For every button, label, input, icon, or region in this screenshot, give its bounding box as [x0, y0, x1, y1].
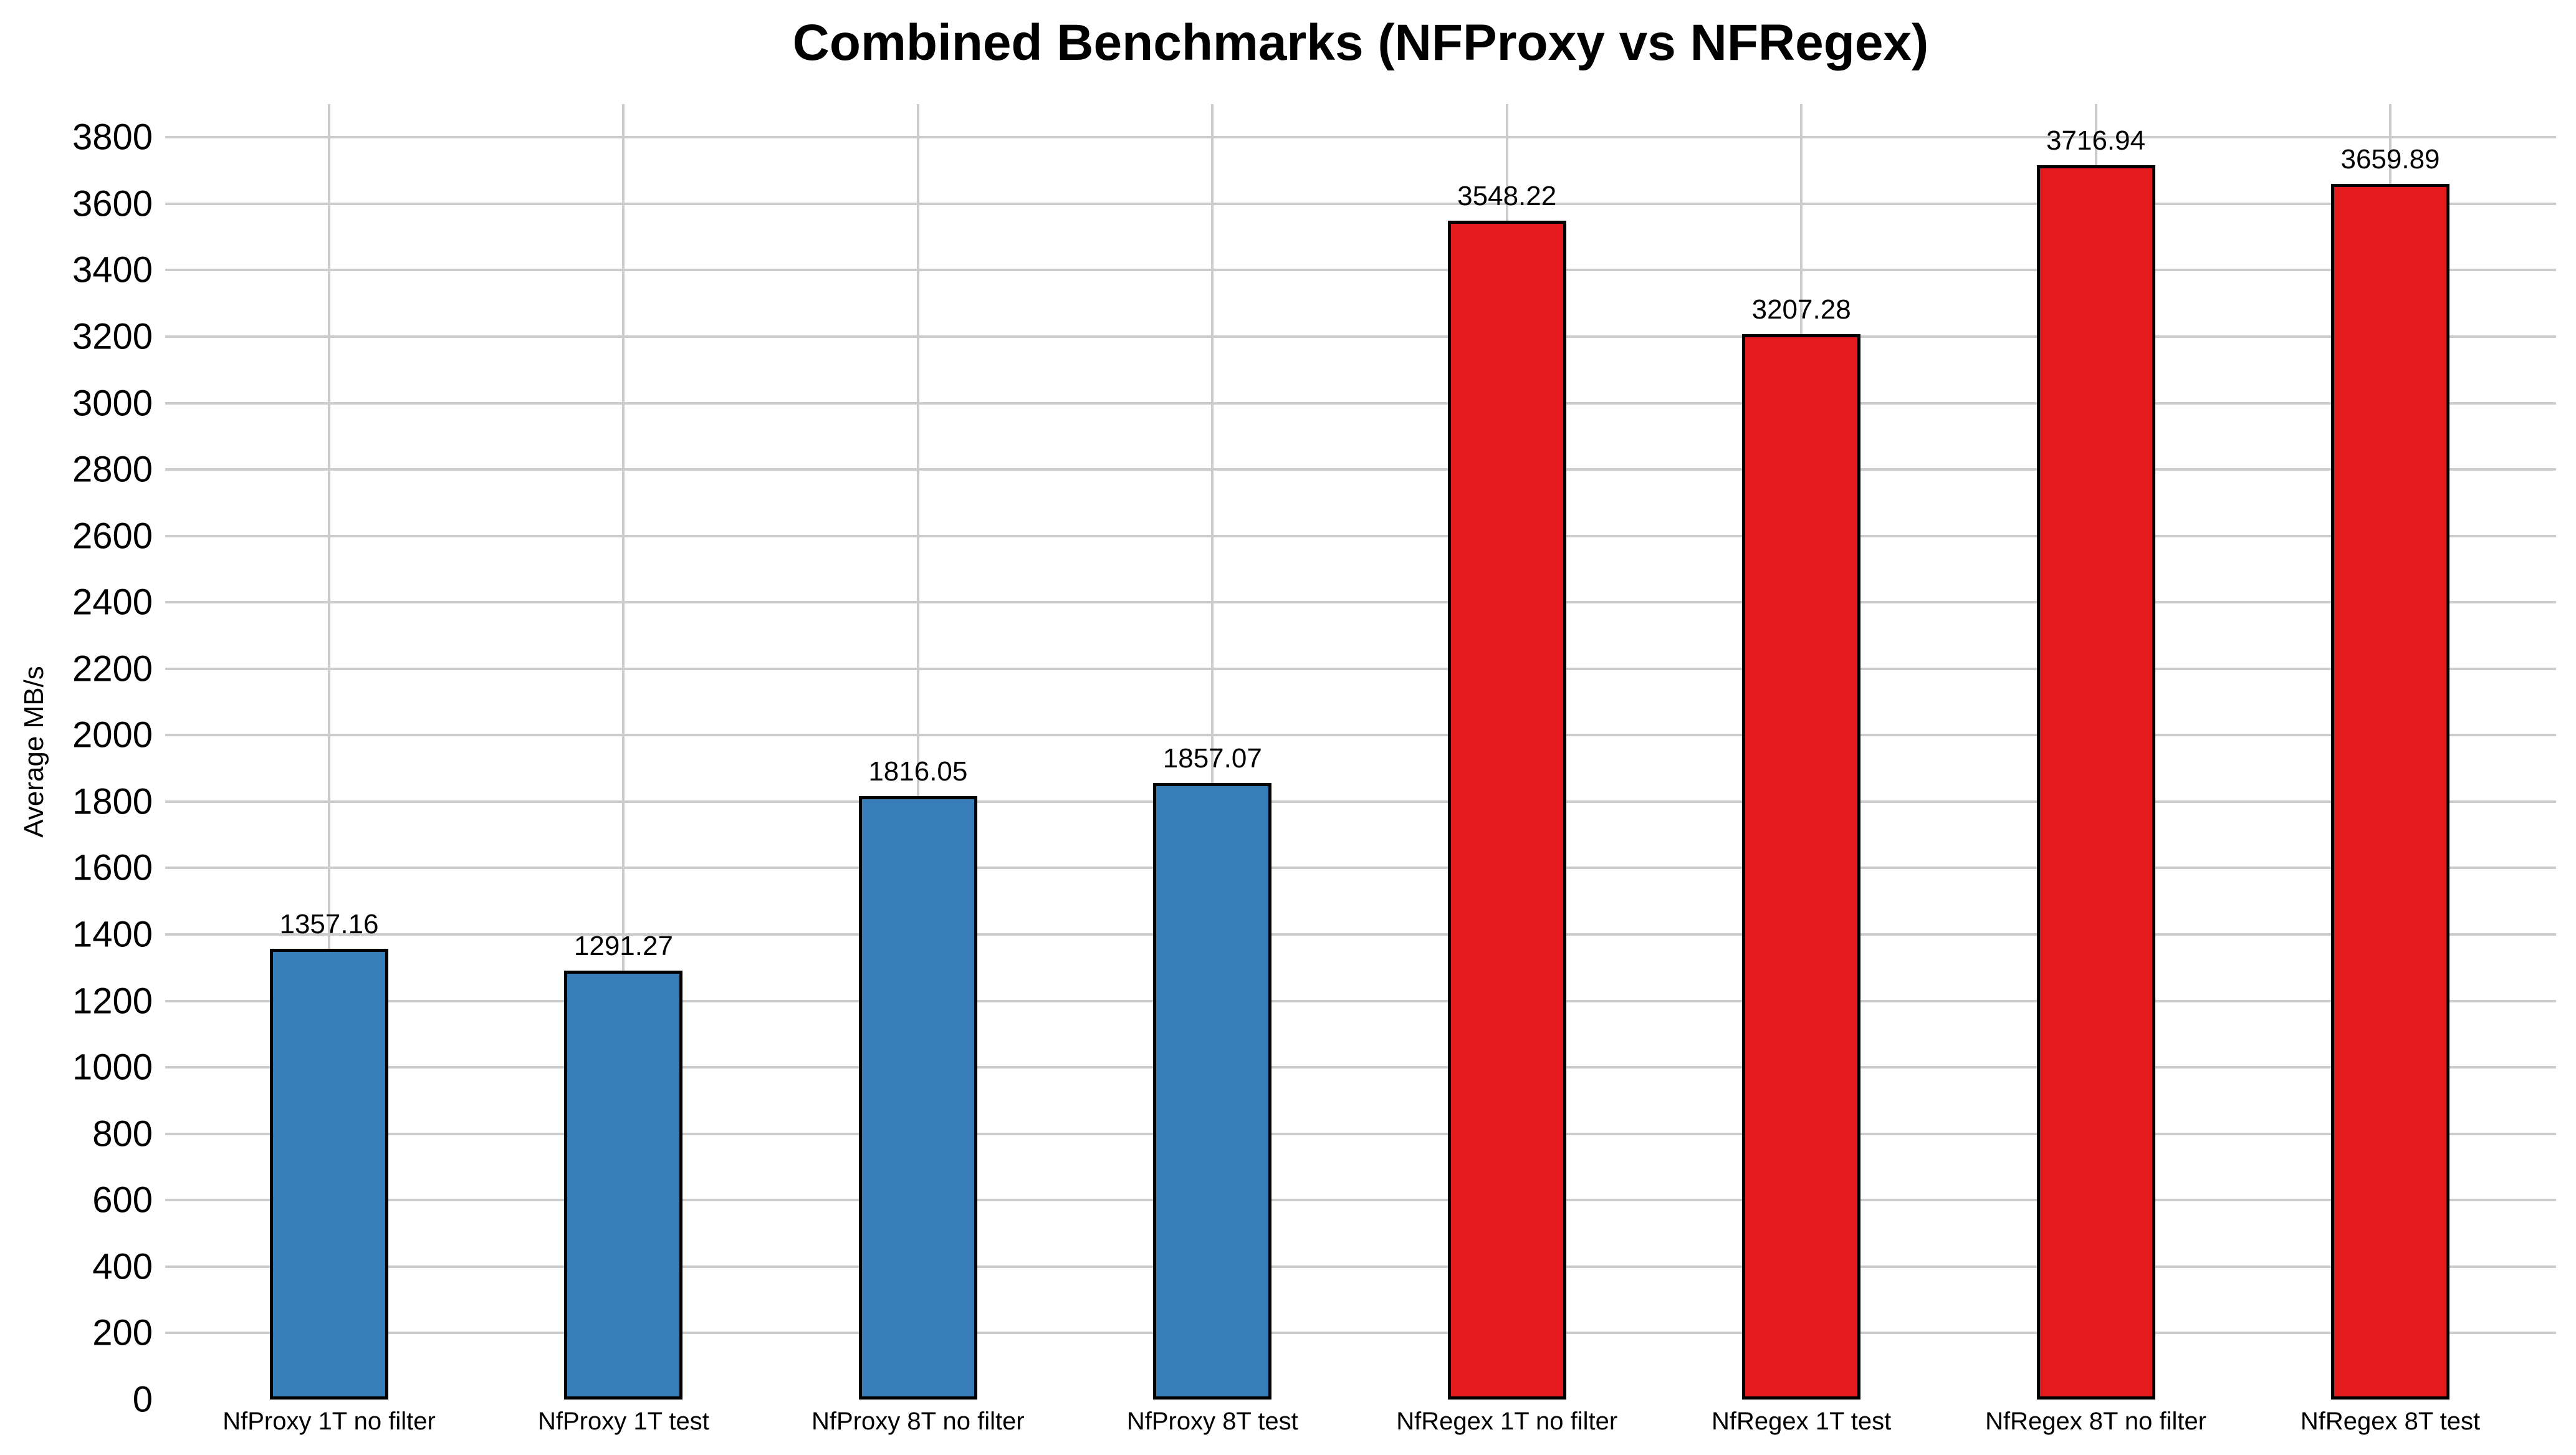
y-tick-label: 2200 [72, 648, 153, 689]
y-tick-label: 1400 [72, 914, 153, 955]
chart-title: Combined Benchmarks (NFProxy vs NFRegex) [792, 14, 1929, 71]
v-gridline [1211, 104, 1214, 1400]
y-tick-label: 1000 [72, 1047, 153, 1088]
y-tick-label: 400 [92, 1246, 153, 1287]
bar-value-label: 3548.22 [1457, 181, 1557, 212]
h-gridline [165, 269, 2556, 272]
h-gridline [165, 136, 2556, 139]
y-tick-label: 200 [92, 1312, 153, 1353]
h-gridline [165, 867, 2556, 870]
bar-6 [2036, 165, 2155, 1400]
y-tick-label: 2800 [72, 449, 153, 490]
h-gridline [165, 999, 2556, 1002]
y-tick-label: 2600 [72, 516, 153, 557]
v-gridline [328, 104, 330, 1400]
h-gridline [165, 335, 2556, 338]
x-tick-label: NfProxy 1T test [537, 1408, 709, 1435]
y-tick-label: 3400 [72, 249, 153, 291]
bar-value-label: 1857.07 [1162, 742, 1262, 774]
h-gridline [165, 933, 2556, 936]
bar-1 [564, 970, 683, 1400]
bar-value-label: 3716.94 [2046, 125, 2146, 156]
y-tick-label: 3200 [72, 316, 153, 357]
bar-0 [270, 948, 388, 1400]
v-gridline [622, 104, 625, 1400]
x-tick-label: NfRegex 1T no filter [1396, 1408, 1618, 1435]
h-gridline [165, 534, 2556, 537]
h-gridline [165, 1132, 2556, 1135]
bar-value-label: 3659.89 [2340, 143, 2440, 175]
bar-5 [1742, 334, 1861, 1400]
h-gridline [165, 1066, 2556, 1069]
y-tick-label: 3600 [72, 183, 153, 224]
y-tick-label: 600 [92, 1179, 153, 1221]
h-gridline [165, 800, 2556, 803]
bar-value-label: 1291.27 [573, 930, 673, 961]
y-tick-label: 800 [92, 1113, 153, 1155]
bar-7 [2331, 183, 2449, 1400]
h-gridline [165, 401, 2556, 405]
x-tick-label: NfRegex 8T no filter [1985, 1408, 2207, 1435]
bar-value-label: 3207.28 [1751, 294, 1851, 325]
y-tick-label: 1600 [72, 847, 153, 888]
h-gridline [165, 1199, 2556, 1202]
y-tick-label: 3000 [72, 383, 153, 424]
x-tick-label: NfRegex 8T test [2300, 1408, 2481, 1435]
h-gridline [165, 734, 2556, 737]
h-gridline [165, 1265, 2556, 1268]
y-tick-label: 1800 [72, 781, 153, 822]
x-tick-label: NfProxy 1T no filter [223, 1408, 436, 1435]
y-tick-label: 3800 [72, 117, 153, 158]
h-gridline [165, 667, 2556, 670]
h-gridline [165, 202, 2556, 205]
bar-4 [1447, 221, 1566, 1400]
bar-2 [858, 796, 977, 1400]
h-gridline [165, 468, 2556, 471]
y-tick-label: 1200 [72, 981, 153, 1022]
bar-value-label: 1357.16 [279, 908, 379, 939]
h-gridline [165, 1332, 2556, 1335]
bar-value-label: 1816.05 [868, 756, 968, 787]
y-tick-label: 2400 [72, 582, 153, 623]
y-tick-label: 0 [132, 1379, 153, 1420]
x-tick-label: NfRegex 1T test [1712, 1408, 1892, 1435]
x-tick-label: NfProxy 8T test [1126, 1408, 1298, 1435]
y-tick-label: 2000 [72, 714, 153, 756]
h-gridline [165, 601, 2556, 604]
v-gridline [916, 104, 919, 1400]
bar-3 [1153, 782, 1272, 1400]
x-tick-label: NfProxy 8T no filter [812, 1408, 1025, 1435]
